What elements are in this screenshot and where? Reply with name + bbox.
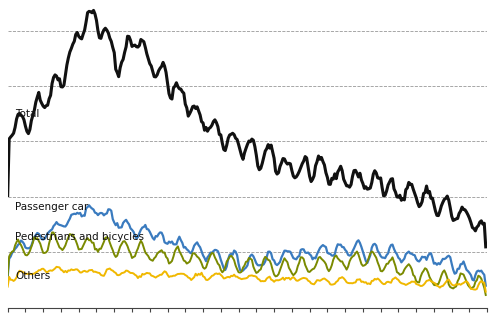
Text: Passenger car: Passenger car	[15, 202, 88, 212]
Text: Others: Others	[15, 271, 50, 281]
Text: Total: Total	[15, 109, 40, 119]
Text: Pedestrians and bicycles: Pedestrians and bicycles	[15, 232, 144, 242]
